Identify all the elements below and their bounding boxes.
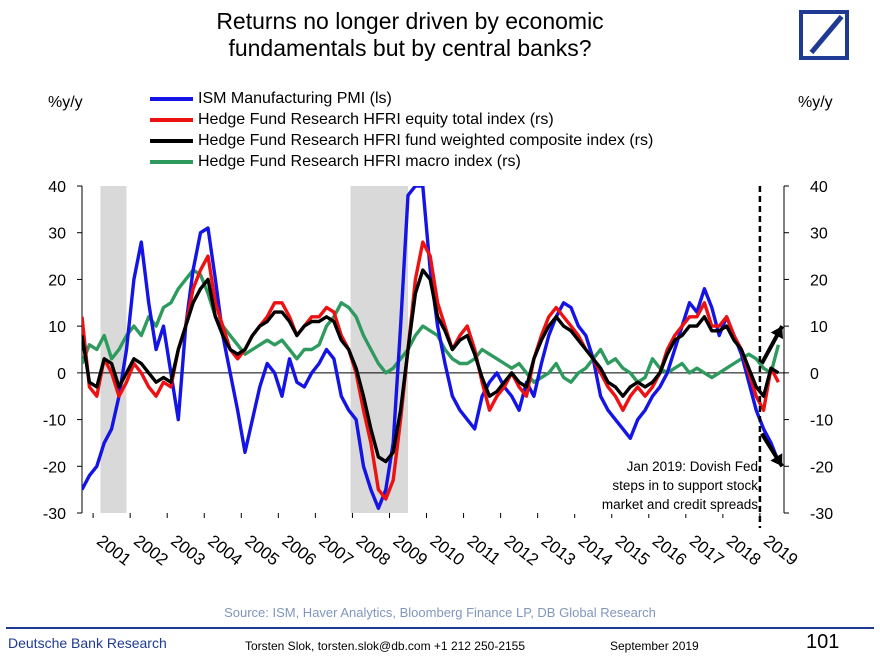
x-tick-label: 2001 bbox=[93, 531, 135, 569]
y-right-tick-label: -10 bbox=[810, 413, 833, 430]
legend-label-composite: Hedge Fund Research HFRI fund weighted c… bbox=[198, 132, 654, 149]
x-tick-label: 2008 bbox=[352, 531, 394, 569]
footer-page-number: 101 bbox=[806, 631, 840, 653]
up-arrow-head bbox=[770, 326, 784, 340]
footer: Deutsche Bank Research Torsten Slok, tor… bbox=[0, 627, 880, 663]
legend-item-ism: ISM Manufacturing PMI (ls) bbox=[150, 88, 653, 109]
x-tick-label: 2004 bbox=[204, 531, 246, 569]
footer-divider bbox=[6, 627, 874, 629]
recession-band-1 bbox=[100, 186, 127, 513]
x-tick-label: 2017 bbox=[686, 531, 728, 569]
x-tick-label: 2016 bbox=[649, 531, 691, 569]
chart-legend: ISM Manufacturing PMI (ls) Hedge Fund Re… bbox=[150, 88, 653, 172]
x-tick-label: 2005 bbox=[241, 531, 283, 569]
chart-title: Returns no longer driven by economic fun… bbox=[120, 8, 700, 62]
legend-swatch-macro bbox=[150, 159, 193, 164]
legend-item-equity: Hedge Fund Research HFRI equity total in… bbox=[150, 109, 653, 130]
x-tick-label: 2011 bbox=[464, 531, 505, 568]
y-right-tick-label: 0 bbox=[810, 366, 819, 383]
down-arrow-head bbox=[770, 453, 783, 467]
deutsche-bank-logo-icon bbox=[799, 10, 849, 60]
legend-label-ism: ISM Manufacturing PMI (ls) bbox=[198, 90, 392, 107]
series-line-composite bbox=[82, 268, 780, 464]
y-left-tick-label: -20 bbox=[43, 459, 66, 476]
y-right-tick-label: 10 bbox=[810, 319, 828, 336]
chart-title-line-1: Returns no longer driven by economic bbox=[216, 8, 604, 34]
y-right-tick-label: 20 bbox=[810, 272, 828, 289]
legend-swatch-composite bbox=[150, 138, 193, 143]
source-note: Source: ISM, Haver Analytics, Bloomberg … bbox=[224, 605, 656, 620]
x-tick-label: 2014 bbox=[575, 531, 617, 569]
series-line-ism bbox=[82, 186, 780, 510]
y-axis-unit-right: %y/y bbox=[798, 94, 833, 111]
y-right-tick-label: -20 bbox=[810, 459, 833, 476]
x-tick-label: 2006 bbox=[278, 531, 320, 569]
y-axis-unit-left: %y/y bbox=[48, 94, 83, 111]
legend-item-composite: Hedge Fund Research HFRI fund weighted c… bbox=[150, 130, 653, 151]
y-left-tick-label: 30 bbox=[48, 226, 66, 243]
chart-title-line-2: fundamentals but by central banks? bbox=[228, 35, 592, 61]
y-left-tick-label: 0 bbox=[57, 366, 66, 383]
legend-label-equity: Hedge Fund Research HFRI equity total in… bbox=[198, 111, 554, 128]
x-tick-label: 2009 bbox=[390, 531, 432, 569]
annotation-line-1: Jan 2019: Dovish Fed bbox=[626, 459, 758, 474]
x-tick-label: 2002 bbox=[130, 531, 172, 569]
footer-org: Deutsche Bank Research bbox=[8, 635, 167, 651]
line-chart: 403020100-10-20-30403020100-10-20-302001… bbox=[43, 179, 833, 569]
x-tick-label: 2003 bbox=[167, 531, 209, 569]
y-left-tick-label: 40 bbox=[48, 179, 66, 196]
legend-swatch-equity bbox=[150, 117, 193, 122]
y-right-tick-label: 40 bbox=[810, 179, 828, 196]
y-left-tick-label: 20 bbox=[48, 272, 66, 289]
legend-label-macro: Hedge Fund Research HFRI macro index (rs… bbox=[198, 153, 521, 170]
x-tick-label: 2012 bbox=[501, 531, 543, 569]
y-left-tick-label: 10 bbox=[48, 319, 66, 336]
legend-swatch-ism bbox=[150, 96, 193, 101]
x-tick-label: 2018 bbox=[723, 531, 765, 569]
y-left-tick-label: -10 bbox=[43, 413, 66, 430]
x-tick-label: 2010 bbox=[427, 531, 469, 569]
annotation-line-2: steps in to support stock bbox=[612, 478, 758, 493]
footer-date: September 2019 bbox=[610, 639, 699, 653]
x-tick-label: 2007 bbox=[315, 531, 357, 569]
y-left-tick-label: -30 bbox=[43, 506, 66, 523]
annotation-line-3: market and credit spreads bbox=[601, 497, 758, 512]
footer-author: Torsten Slok, torsten.slok@db.com +1 212… bbox=[245, 639, 526, 653]
x-tick-label: 2019 bbox=[760, 531, 802, 569]
legend-item-macro: Hedge Fund Research HFRI macro index (rs… bbox=[150, 151, 653, 172]
x-tick-label: 2015 bbox=[612, 531, 654, 569]
x-tick-label: 2013 bbox=[538, 531, 580, 569]
chart-annotation: Jan 2019: Dovish Fed steps in to support… bbox=[548, 457, 758, 514]
y-right-tick-label: 30 bbox=[810, 226, 828, 243]
y-right-tick-label: -30 bbox=[810, 506, 833, 523]
